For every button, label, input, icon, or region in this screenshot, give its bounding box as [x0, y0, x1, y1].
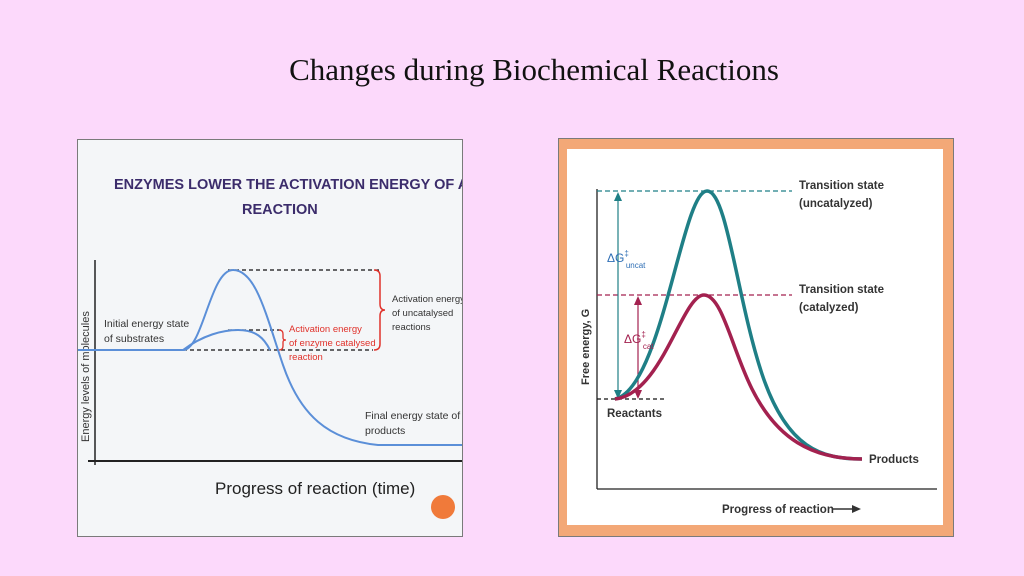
initial-state-line2: of substrates — [104, 333, 164, 345]
free-energy-svg: Free energy, G ΔG‡ uncat ΔG‡ cat Transitio… — [580, 180, 937, 516]
free-energy-diagram: Free energy, G ΔG‡ uncat ΔG‡ cat Transitio… — [567, 149, 943, 525]
uncatalysed-label-line3: reactions — [392, 322, 431, 333]
uncatalysed-brace — [373, 269, 386, 351]
catalysed-curve — [182, 328, 271, 351]
delta-g-uncat-arrowhead-top — [614, 192, 622, 201]
uncatalysed-curve — [78, 268, 462, 446]
catalysed-label-line3: reaction — [289, 352, 323, 363]
slide-title: Changes during Biochemical Reactions — [289, 52, 779, 87]
uncatalysed-label-line2: of uncatalysed — [392, 308, 453, 319]
final-state-line1: Final energy state of — [365, 410, 460, 422]
ts-cat-label-line1: Transition state — [799, 284, 884, 296]
right-y-axis-label: Free energy, G — [580, 309, 592, 385]
delta-g-uncat-arrowhead-bottom — [614, 390, 622, 399]
delta-g-cat-arrowhead-top — [634, 296, 642, 305]
left-title-line2: REACTION — [242, 202, 318, 218]
ts-uncat-label-line2: (uncatalyzed) — [799, 198, 873, 210]
reactants-label: Reactants — [607, 408, 662, 420]
orange-dot-icon — [431, 495, 455, 519]
left-y-axis-label: Energy levels of molecules — [80, 311, 92, 442]
initial-state-line1: Initial energy state — [104, 318, 189, 330]
right-x-axis-label: Progress of reaction — [722, 504, 834, 516]
enzyme-activation-svg: ENZYMES LOWER THE ACTIVATION ENERGY OF A… — [78, 177, 469, 519]
uncatalyzed-curve — [614, 189, 863, 461]
catalysed-label-line2: of enzyme catalysed — [289, 338, 376, 349]
catalysed-brace — [278, 329, 287, 351]
ts-uncat-label-line1: Transition state — [799, 180, 884, 192]
ts-cat-label-line2: (catalyzed) — [799, 302, 859, 314]
catalysed-label-line1: Activation energy — [289, 324, 362, 335]
delta-g-uncat-label: ΔG‡ uncat — [607, 249, 646, 270]
uncatalysed-label-line1: Activation energy — [392, 294, 462, 305]
left-title-line1: ENZYMES LOWER THE ACTIVATION ENERGY OF A — [114, 177, 462, 193]
left-x-axis-label: Progress of reaction (time) — [215, 479, 415, 498]
final-state-line2: products — [365, 425, 405, 437]
catalyzed-curve — [614, 293, 863, 461]
delta-g-cat-arrowhead-bottom — [634, 390, 642, 399]
delta-g-cat-label: ΔG‡ cat — [624, 330, 654, 351]
products-label: Products — [869, 454, 919, 466]
x-axis-arrowhead-icon — [852, 505, 861, 513]
free-energy-diagram-frame: Free energy, G ΔG‡ uncat ΔG‡ cat Transitio… — [558, 138, 954, 537]
enzyme-activation-diagram: ENZYMES LOWER THE ACTIVATION ENERGY OF A… — [77, 139, 469, 537]
